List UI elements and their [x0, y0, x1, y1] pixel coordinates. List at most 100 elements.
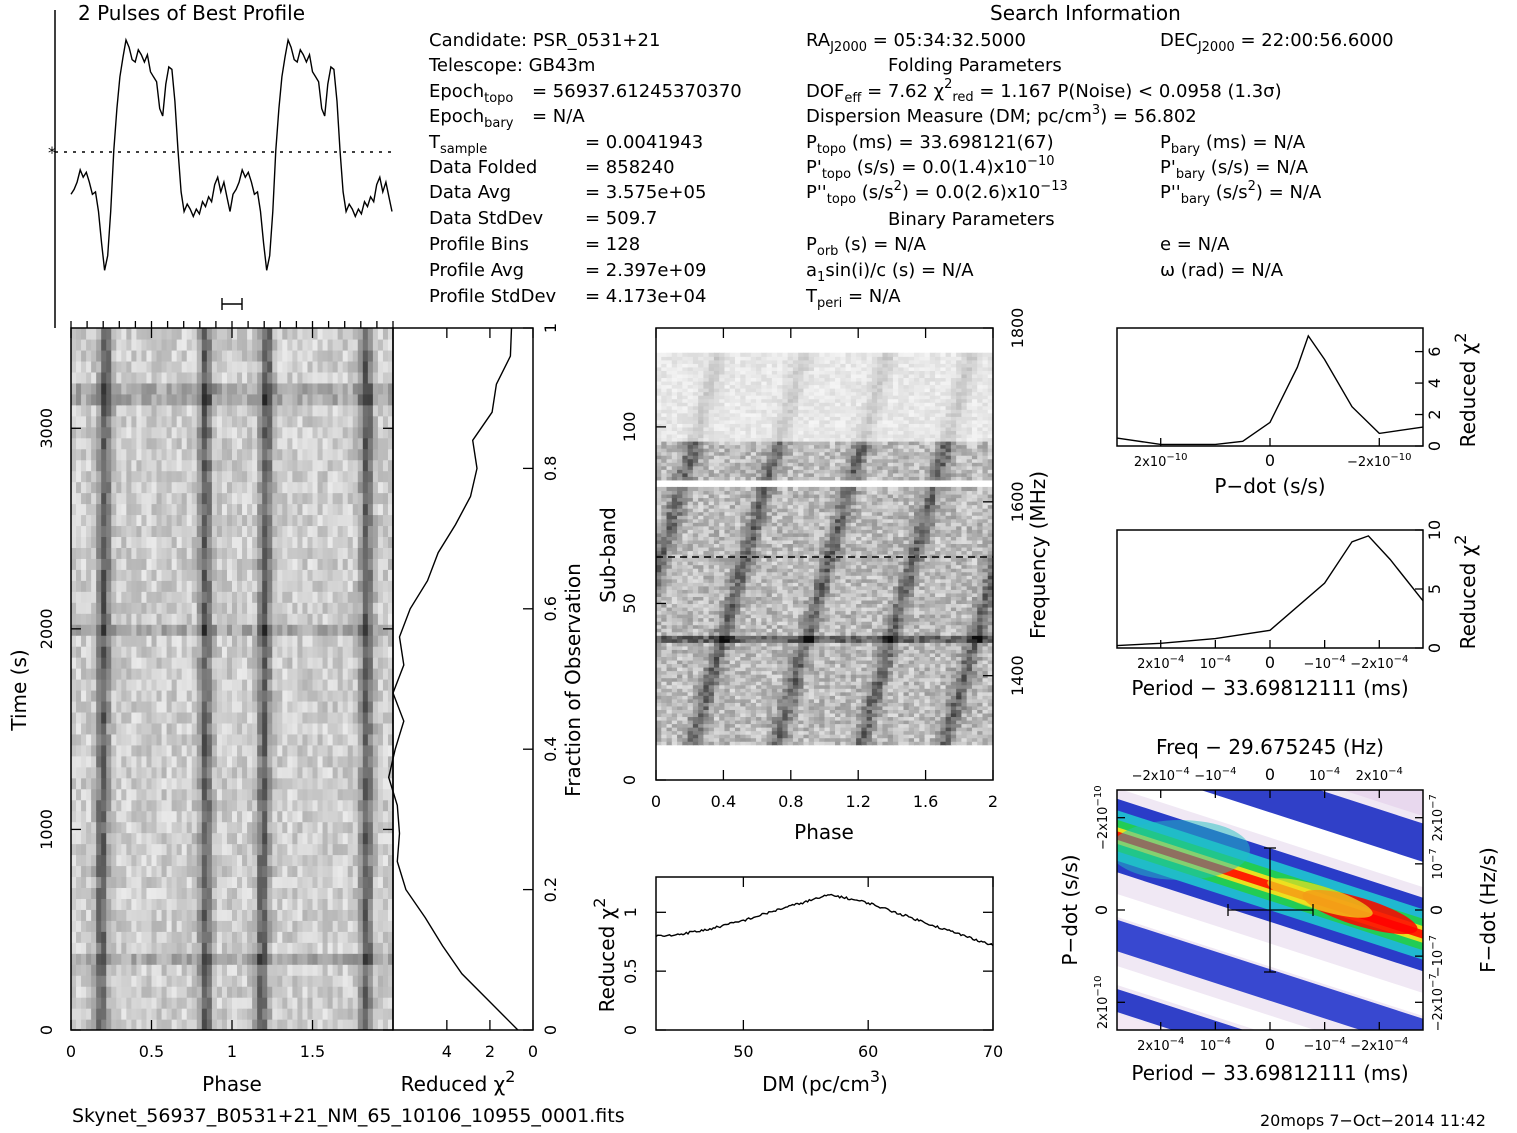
time-phase-cell [362, 689, 369, 702]
time-phase-cell [141, 843, 148, 856]
subband-cell [692, 737, 699, 742]
time-phase-cell [81, 580, 87, 592]
time-phase-cell [327, 558, 334, 570]
time-phase-cell [372, 492, 379, 505]
subband-cell [792, 712, 799, 718]
time-phase-cell [221, 887, 228, 899]
time-phase-cell [226, 360, 233, 373]
time-phase-cell [262, 755, 268, 768]
time-phase-cell [352, 975, 359, 987]
time-phase-cell [216, 964, 223, 976]
time-phase-cell [387, 514, 393, 527]
time-phase-cell [267, 733, 273, 746]
subband-cell [719, 709, 726, 714]
subband-cell [813, 737, 820, 742]
time-phase-cell [287, 503, 293, 516]
time-phase-cell [191, 744, 198, 757]
time-phase-cell [247, 657, 253, 669]
subband-cell [919, 709, 926, 714]
subband-cell [661, 712, 668, 718]
time-phase-cell [96, 722, 102, 735]
time-phase-cell [347, 975, 354, 987]
time-phase-cell [297, 942, 304, 954]
time-phase-cell [247, 415, 253, 428]
subband-cell [987, 734, 993, 739]
time-phase-cell [111, 788, 117, 801]
subband-cell [898, 712, 905, 718]
subband-cell [708, 741, 715, 746]
time-phase-cell [111, 328, 117, 340]
time-phase-cell [257, 360, 263, 373]
time-phase-cell [101, 832, 107, 845]
time-phase-cell [86, 382, 92, 395]
time-phase-cell [186, 635, 193, 647]
time-phase-cell [352, 360, 359, 373]
time-phase-cell [141, 997, 148, 1009]
time-phase-cell [191, 832, 198, 845]
time-phase-cell [287, 349, 293, 362]
time-phase-cell [357, 426, 364, 439]
time-phase-cell [176, 536, 183, 548]
time-phase-cell [352, 920, 359, 932]
time-phase-cell [282, 569, 288, 581]
time-phase-cell [382, 404, 389, 417]
time-phase-cell [297, 492, 304, 505]
time-phase-cell [252, 766, 258, 779]
time-phase-cell [211, 338, 218, 351]
time-phase-cell [121, 997, 127, 1009]
time-phase-cell [136, 591, 143, 603]
time-phase-cell [116, 514, 122, 527]
time-phase-cell [121, 788, 127, 801]
time-phase-cell [277, 1008, 283, 1020]
time-phase-cell [332, 580, 339, 592]
time-phase-cell [216, 646, 223, 658]
time-phase-cell [226, 711, 233, 724]
time-phase-cell [307, 437, 314, 450]
time-phase-cell [302, 646, 309, 658]
subband-cell [929, 730, 936, 735]
time-phase-cell [312, 668, 319, 680]
time-phase-cell [342, 832, 349, 845]
time-phase-cell [201, 766, 208, 779]
time-phase-cell [367, 975, 374, 987]
subband-cell [950, 719, 957, 725]
time-phase-cell [332, 569, 339, 581]
time-phase-cell [201, 448, 208, 461]
time-phase-cell [186, 525, 193, 538]
subband-cell [971, 705, 978, 710]
time-phase-cell [347, 953, 354, 965]
time-phase-cell [196, 382, 203, 395]
subband-cell [698, 730, 704, 735]
time-phase-cell [216, 328, 223, 340]
time-phase-cell [91, 448, 97, 461]
time-phase-cell [136, 909, 143, 921]
time-phase-cell [312, 459, 319, 472]
time-phase-cell [297, 821, 304, 834]
time-phase-cell [282, 591, 288, 603]
time-phase-cell [196, 942, 203, 954]
time-phase-cell [257, 887, 263, 899]
subband-cell [761, 709, 768, 714]
subband-cell [940, 737, 947, 742]
time-phase-cell [141, 657, 148, 669]
time-phase-cell [242, 920, 248, 932]
time-phase-cell [337, 328, 344, 340]
time-phase-cell [186, 832, 193, 845]
time-phase-cell [96, 689, 102, 702]
time-phase-cell [367, 679, 374, 691]
time-phase-cell [181, 602, 188, 614]
time-phase-cell [96, 404, 102, 417]
time-phase-cell [297, 503, 304, 516]
subband-cell [966, 727, 973, 732]
time-phase-cell [307, 1019, 314, 1030]
time-phase-cell [347, 613, 354, 625]
time-phase-cell [111, 536, 117, 548]
time-phase-cell [131, 448, 138, 461]
redchi-tick-label: 2 [485, 1042, 495, 1061]
time-phase-cell [196, 328, 203, 340]
time-phase-cell [282, 975, 288, 987]
time-phase-cell [277, 810, 283, 823]
time-phase-cell [267, 360, 273, 373]
time-phase-cell [377, 832, 384, 845]
time-phase-cell [126, 338, 132, 351]
